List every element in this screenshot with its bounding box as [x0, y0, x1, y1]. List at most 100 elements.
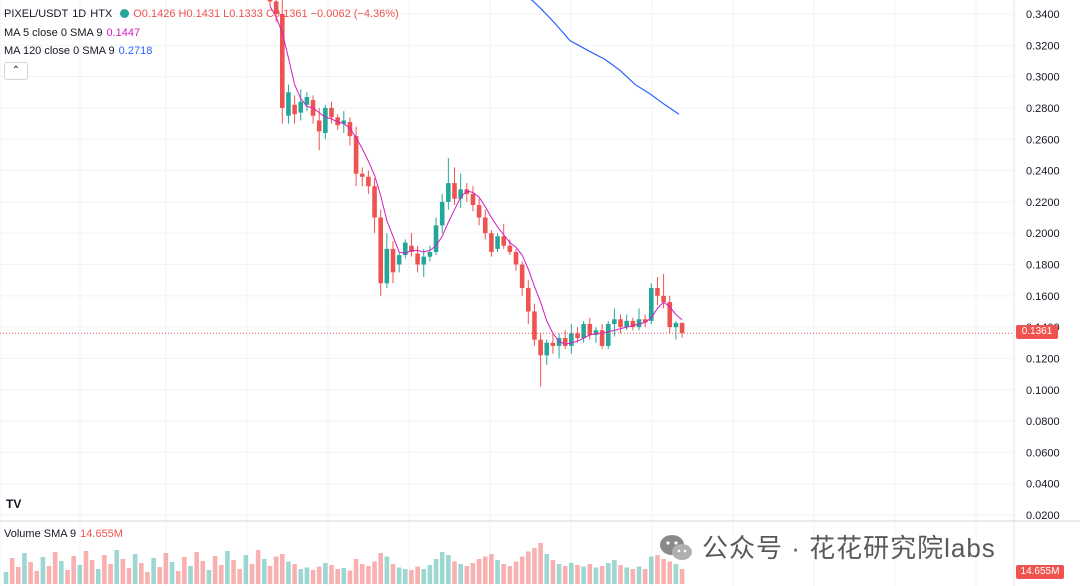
price-tick-label: 0.0400 — [1026, 479, 1060, 491]
candle — [605, 320, 611, 350]
ma120-value: 0.2718 — [118, 45, 153, 57]
candle — [489, 230, 494, 257]
volume-bar — [427, 565, 433, 584]
volume-bar — [482, 556, 488, 584]
price-tick-label: 0.0200 — [1026, 510, 1060, 522]
candle — [526, 280, 531, 324]
candle — [618, 314, 623, 334]
candle-body — [526, 287, 531, 312]
volume-bar — [304, 567, 310, 584]
candle — [544, 339, 550, 365]
candle-body — [390, 248, 396, 273]
volume-bar — [366, 566, 371, 584]
volume-bar — [452, 561, 457, 584]
volume-bar — [507, 566, 513, 584]
volume-bar — [353, 559, 359, 584]
volume-bar — [562, 566, 568, 584]
candle-body — [316, 120, 322, 132]
candle-body — [655, 287, 660, 296]
candle — [415, 245, 420, 273]
volume-bar — [40, 557, 46, 584]
price-tick-label: 0.3200 — [1026, 40, 1060, 52]
ma5-legend[interactable]: MA 5 close 0 SMA 9 0.1447 — [4, 27, 144, 39]
watermark: 公众号 · 花花研究院labs — [658, 528, 996, 565]
volume-bar — [384, 556, 390, 584]
candle — [366, 170, 371, 195]
candle-body — [562, 338, 568, 346]
candle-body — [489, 233, 494, 252]
volume-bar — [71, 556, 76, 584]
volume-bar — [22, 553, 27, 584]
candle-body — [569, 333, 574, 346]
candle-body — [519, 264, 525, 288]
volume-bar — [359, 564, 365, 584]
candle-body — [378, 217, 383, 284]
candle-body — [538, 339, 543, 356]
volume-bar — [581, 566, 586, 584]
volume-bar — [316, 566, 322, 584]
candle-body — [667, 302, 673, 328]
candle-body — [280, 14, 285, 108]
candle — [329, 101, 334, 124]
volume-bar — [169, 562, 175, 584]
candle-body — [495, 236, 500, 249]
candle-body — [464, 189, 470, 195]
symbol-name[interactable]: PIXEL/USDT — [4, 8, 69, 20]
collapse-legend-button[interactable]: ⌃ — [4, 62, 28, 80]
volume-bar — [409, 570, 414, 584]
candle-body — [446, 183, 451, 202]
volume-bar — [335, 569, 340, 584]
interval-label[interactable]: 1D — [72, 8, 87, 20]
candle-body — [304, 96, 310, 105]
candle-body — [458, 189, 463, 199]
volume-bar — [3, 572, 9, 584]
volume-legend[interactable]: Volume SMA 9 14.655M — [4, 528, 127, 540]
volume-bar — [52, 552, 58, 584]
volume-bar — [231, 560, 236, 584]
candle-body — [599, 330, 605, 346]
candle — [562, 330, 568, 350]
volume-bar — [415, 566, 420, 584]
candle — [630, 317, 636, 331]
candle-body — [421, 256, 427, 265]
candle — [519, 261, 525, 296]
ma120-label: MA 120 close 0 SMA 9 — [4, 45, 115, 57]
volume-bar — [501, 564, 506, 584]
volume-bar — [489, 554, 494, 584]
volume-bar — [46, 566, 52, 584]
candle-body — [482, 217, 488, 234]
volume-bar — [556, 564, 562, 584]
volume-bar — [95, 569, 101, 584]
volume-bar — [102, 555, 107, 584]
volume-bar — [618, 565, 623, 584]
candle-body — [593, 330, 599, 335]
tradingview-logo[interactable]: TV — [6, 497, 22, 511]
candle — [341, 111, 347, 133]
candle — [476, 198, 482, 226]
ma120-legend[interactable]: MA 120 close 0 SMA 9 0.2718 — [4, 45, 156, 57]
candle-body — [661, 295, 666, 303]
volume-bar — [28, 562, 33, 584]
volume-tag: 14.655M — [1016, 565, 1064, 579]
volume-bar — [89, 560, 95, 584]
candle-body — [612, 319, 617, 324]
candle — [642, 314, 648, 328]
candle-body — [642, 319, 648, 323]
volume-bar — [139, 563, 144, 584]
symbol-legend: PIXEL/USDT 1D HTX O0.1426 H0.1431 L0.1333 C… — [4, 8, 403, 20]
candle — [575, 327, 580, 343]
volume-bar — [575, 565, 580, 584]
last-price-tag: 0.1361 — [1016, 325, 1058, 339]
candle — [581, 320, 586, 343]
candle — [353, 126, 359, 187]
candle-body — [507, 245, 513, 252]
candle — [495, 233, 500, 252]
candle-body — [292, 104, 297, 115]
candle-body — [513, 251, 519, 265]
volume-bar — [550, 560, 556, 584]
price-tick-label: 0.1000 — [1026, 385, 1060, 397]
candle — [267, 0, 273, 7]
candle-body — [329, 107, 334, 118]
